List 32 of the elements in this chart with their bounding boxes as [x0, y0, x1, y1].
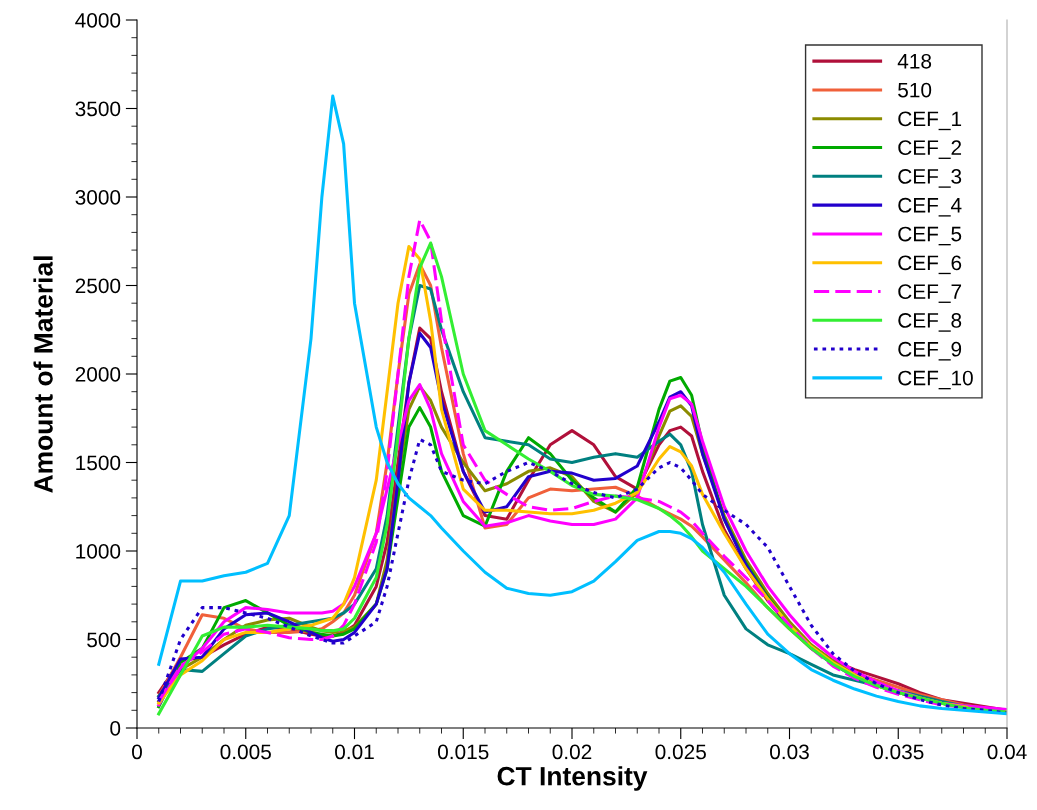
legend-label: CEF_8	[898, 313, 962, 332]
legend-label: CEF_2	[898, 140, 962, 159]
y-tick-label: 2000	[75, 367, 121, 382]
x-tick-label: 0.015	[438, 744, 489, 760]
x-tick-label: 0.005	[220, 744, 271, 760]
x-tick-label: 0.04	[987, 744, 1027, 760]
legend-label: CEF_6	[898, 255, 962, 275]
y-tick-label: 1500	[76, 455, 121, 471]
legend-label: CEF_7	[898, 284, 962, 303]
legend-label: CEF_9	[898, 341, 962, 361]
x-axis-title: CT Intensity	[497, 766, 648, 791]
legend-label: CEF_1	[898, 111, 962, 131]
legend-label: CEF_5	[898, 226, 962, 246]
y-tick-label: 500	[87, 632, 121, 648]
y-tick-label: 1000	[76, 544, 121, 559]
legend-label: 510	[898, 82, 932, 98]
x-tick-label: 0.025	[655, 744, 706, 760]
x-tick-label: 0.03	[770, 744, 809, 760]
legend-label: CEF_10	[898, 370, 973, 390]
y-tick-label: 3500	[75, 101, 121, 117]
x-tick-label: 0.035	[873, 744, 924, 760]
y-axis-title: Amount of Material	[33, 256, 53, 493]
x-tick-label: 0.02	[552, 744, 592, 760]
y-tick-label: 3000	[75, 190, 121, 205]
y-tick-label: 0	[110, 721, 121, 736]
x-tick-label: 0.01	[335, 744, 374, 760]
y-tick-label: 2500	[75, 278, 121, 294]
legend-label: 418	[897, 53, 932, 69]
x-tick-label: 0	[132, 744, 142, 760]
y-tick-label: 4000	[75, 13, 121, 28]
legend-label: CEF_3	[898, 169, 962, 188]
legend-label: CEF_4	[898, 197, 962, 217]
